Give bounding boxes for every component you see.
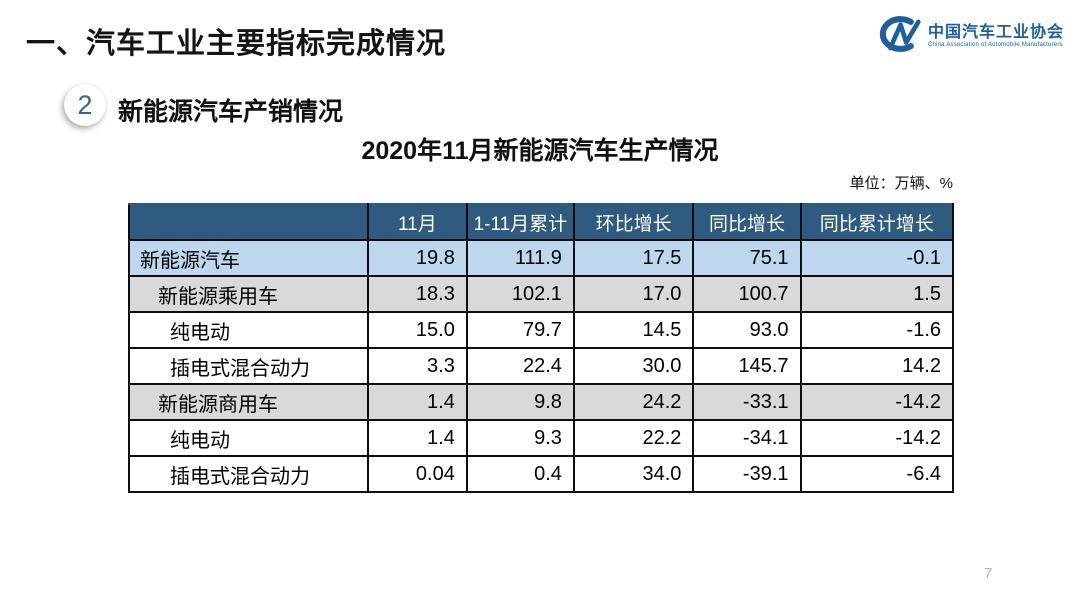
- row-value: 1.4: [366, 419, 468, 457]
- row-label: 纯电动: [128, 419, 369, 457]
- row-value: 79.7: [465, 311, 575, 349]
- row-value: 14.2: [799, 347, 955, 385]
- row-value: -39.1: [692, 455, 802, 493]
- row-value: 17.5: [572, 239, 695, 277]
- row-value: 24.2: [572, 383, 695, 421]
- row-value: 34.0: [572, 455, 695, 493]
- logo-org-name-en: China Association of Automobile Manufact…: [927, 42, 1063, 49]
- organization-logo: 中国汽车工业协会 China Association of Automobile…: [868, 13, 1064, 60]
- row-value: 14.5: [572, 311, 695, 349]
- row-value: -6.4: [799, 455, 955, 493]
- row-value: 111.9: [465, 239, 575, 277]
- row-value: 17.0: [572, 275, 695, 313]
- table-title: 2020年11月新能源汽车生产情况: [361, 137, 719, 165]
- row-value: 1.4: [366, 383, 468, 421]
- table-row: 新能源乘用车 18.3 102.1 17.0 100.7 1.5: [128, 275, 955, 313]
- row-label: 新能源商用车: [128, 383, 369, 421]
- row-value: -1.6: [799, 311, 955, 349]
- column-header: 同比增长: [692, 203, 802, 241]
- column-header: 11月: [366, 203, 468, 241]
- unit-label: 单位：万辆、%: [849, 175, 953, 192]
- table-row: 纯电动 15.0 79.7 14.5 93.0 -1.6: [128, 311, 955, 349]
- row-label: 插电式混合动力: [128, 455, 369, 493]
- table-row: 插电式混合动力 0.04 0.4 34.0 -39.1 -6.4: [128, 455, 955, 493]
- row-value: 9.8: [465, 383, 575, 421]
- column-header: 1-11月累计: [465, 203, 575, 241]
- row-value: -14.2: [799, 419, 955, 457]
- row-label: 新能源乘用车: [128, 275, 369, 313]
- column-header: 环比增长: [572, 203, 695, 241]
- row-value: -33.1: [692, 383, 802, 421]
- row-value: 18.3: [366, 275, 468, 313]
- table-row: 插电式混合动力 3.3 22.4 30.0 145.7 14.2: [128, 347, 955, 385]
- table-header-row: 11月 1-11月累计 环比增长 同比增长 同比累计增长: [128, 203, 955, 241]
- logo-org-name-zh: 中国汽车工业协会: [927, 23, 1064, 41]
- row-value: 19.8: [366, 239, 468, 277]
- section-number: 2: [77, 89, 93, 120]
- slide-header-title: 一、汽车工业主要指标完成情况: [26, 28, 447, 60]
- row-value: -14.2: [799, 383, 955, 421]
- table-row: 新能源商用车 1.4 9.8 24.2 -33.1 -14.2: [128, 383, 955, 421]
- row-value: 75.1: [692, 239, 802, 277]
- row-label: 插电式混合动力: [128, 347, 369, 385]
- row-value: 30.0: [572, 347, 695, 385]
- row-value: 0.04: [366, 455, 468, 493]
- row-value: 93.0: [692, 311, 802, 349]
- row-value: 0.4: [465, 455, 575, 493]
- table-row: 纯电动 1.4 9.3 22.2 -34.1 -14.2: [128, 419, 955, 457]
- page-number: 7: [984, 565, 993, 582]
- row-label: 纯电动: [128, 311, 369, 349]
- row-value: 145.7: [692, 347, 802, 385]
- column-header: 同比累计增长: [799, 203, 955, 241]
- row-label: 新能源汽车: [128, 239, 369, 277]
- logo-text-block: 中国汽车工业协会 China Association of Automobile…: [928, 24, 1064, 49]
- row-value: 9.3: [465, 419, 575, 457]
- column-header: [128, 203, 369, 241]
- row-value: 100.7: [692, 275, 802, 313]
- row-value: -0.1: [799, 239, 955, 277]
- production-data-table: 11月 1-11月累计 环比增长 同比增长 同比累计增长 新能源汽车 19.8 111.9 1…: [128, 203, 955, 493]
- row-value: 3.3: [366, 347, 468, 385]
- row-value: 102.1: [465, 275, 575, 313]
- row-value: 22.2: [572, 419, 695, 457]
- row-value: 22.4: [465, 347, 575, 385]
- table-row: 新能源汽车 19.8 111.9 17.5 75.1 -0.1: [128, 239, 955, 277]
- cm-swoosh-logo-icon: [868, 13, 922, 60]
- row-value: 15.0: [366, 311, 468, 349]
- row-value: 1.5: [799, 275, 955, 313]
- section-title: 新能源汽车产销情况: [118, 98, 344, 126]
- section-number-badge: 2: [64, 84, 106, 126]
- row-value: -34.1: [692, 419, 802, 457]
- table-body: 新能源汽车 19.8 111.9 17.5 75.1 -0.1 新能源乘用车 18.3 102.…: [128, 239, 955, 493]
